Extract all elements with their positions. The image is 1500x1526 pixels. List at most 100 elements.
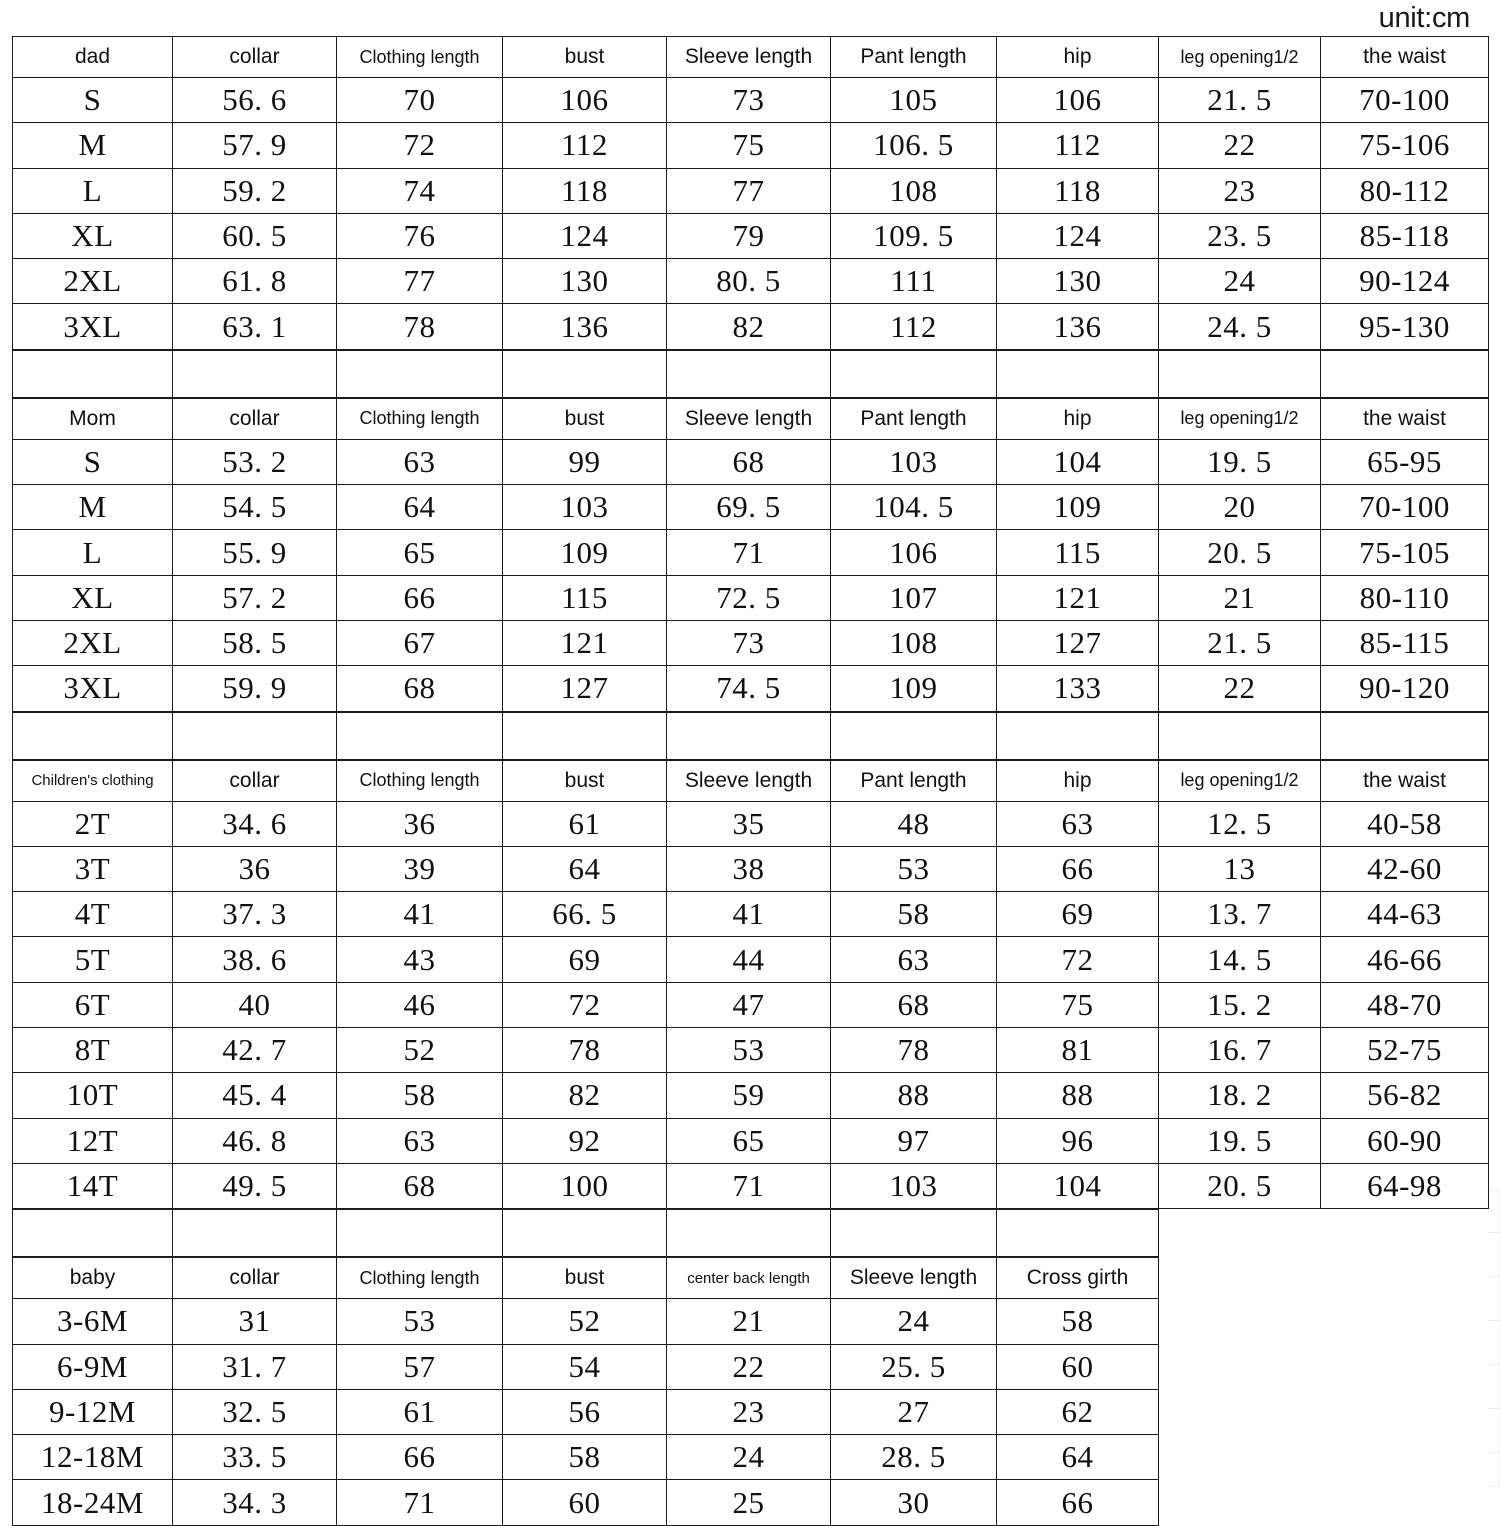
spacer-cell <box>830 349 997 398</box>
empty-cell <box>1159 1480 1321 1525</box>
measurement-cell: 56-82 <box>1320 1072 1489 1119</box>
table-spacer-children <box>12 711 1489 760</box>
size-label-cell: 2T <box>12 800 173 847</box>
table-row: 10T 45. 4 58 82 59 88 88 18. 2 56-82 <box>12 1072 1489 1119</box>
measurement-cell: 45. 4 <box>172 1072 337 1119</box>
column-header-leg-opening1-2: leg opening1/2 <box>1158 397 1321 440</box>
size-table-children: Children's clothing collar Clothing length… <box>12 759 1489 1210</box>
measurement-cell: 71 <box>336 1479 503 1526</box>
measurement-cell: 106 <box>996 76 1159 124</box>
size-label-cell: 12T <box>12 1117 173 1164</box>
column-header-baby: baby <box>12 1257 173 1300</box>
measurement-cell: 80-112 <box>1320 167 1489 214</box>
table-row: XL 57. 2 66 115 72. 5 107 121 21 80-110 <box>12 574 1489 621</box>
measurement-cell: 81 <box>996 1027 1159 1074</box>
table-spacer-mom <box>12 349 1489 398</box>
empty-cell <box>1159 1389 1321 1434</box>
size-label-cell: 2XL <box>12 619 173 667</box>
measurement-cell: 36 <box>336 800 503 847</box>
measurement-cell: 28. 5 <box>830 1434 997 1481</box>
empty-cell <box>1159 1299 1321 1344</box>
measurement-cell: 30 <box>830 1479 997 1526</box>
measurement-cell: 124 <box>502 212 667 260</box>
measurement-cell: 13. 7 <box>1158 891 1321 938</box>
size-label-cell: L <box>12 167 173 214</box>
measurement-cell: 67 <box>336 619 503 667</box>
measurement-cell: 57 <box>336 1343 503 1390</box>
measurement-cell: 64-98 <box>1320 1162 1489 1210</box>
size-label-cell: 5T <box>12 936 173 983</box>
table-row: 4T 37. 3 41 66. 5 41 58 69 13. 7 44-63 <box>12 891 1489 938</box>
size-label-cell: 9-12M <box>12 1388 173 1436</box>
measurement-cell: 136 <box>996 303 1159 350</box>
table-row: 9-12M 32. 5 61 56 23 27 62 <box>12 1388 1489 1436</box>
measurement-cell: 64 <box>502 845 667 893</box>
measurement-cell: 19. 5 <box>1158 438 1321 486</box>
size-label-cell: XL <box>12 574 173 621</box>
measurement-cell: 115 <box>502 574 667 621</box>
measurement-cell: 66. 5 <box>502 891 667 938</box>
spacer-cell <box>996 711 1159 760</box>
size-label-cell: S <box>12 438 173 486</box>
measurement-cell: 53. 2 <box>172 438 337 486</box>
table-row: XL 60. 5 76 124 79 109. 5 124 23. 5 85-118 <box>12 212 1489 260</box>
measurement-cell: 85-118 <box>1320 212 1489 260</box>
measurement-cell: 63 <box>996 800 1159 847</box>
measurement-cell: 60 <box>996 1343 1159 1390</box>
table-row: M 57. 9 72 112 75 106. 5 112 22 75-106 <box>12 122 1489 169</box>
measurement-cell: 115 <box>996 529 1159 576</box>
table-row: 6-9M 31. 7 57 54 22 25. 5 60 <box>12 1343 1489 1390</box>
table-spacer-baby <box>12 1209 1489 1258</box>
measurement-cell: 62 <box>996 1388 1159 1436</box>
measurement-cell: 32. 5 <box>172 1388 337 1436</box>
measurement-cell: 66 <box>336 1434 503 1481</box>
spacer-cell <box>502 1209 667 1258</box>
measurement-cell: 109 <box>830 665 997 712</box>
measurement-cell: 69 <box>996 891 1159 938</box>
table-row: 3XL 63. 1 78 136 82 112 136 24. 5 95-130 <box>12 303 1489 350</box>
table-row: L 59. 2 74 118 77 108 118 23 80-112 <box>12 167 1489 214</box>
measurement-cell: 61 <box>336 1388 503 1436</box>
measurement-cell: 41 <box>336 891 503 938</box>
empty-cell <box>1321 1480 1489 1525</box>
table-row: L 55. 9 65 109 71 106 115 20. 5 75-105 <box>12 529 1489 576</box>
column-header-hip: hip <box>996 397 1159 440</box>
column-header-pant-length: Pant length <box>830 36 997 78</box>
measurement-cell: 103 <box>830 438 997 486</box>
spacer-cell <box>502 711 667 760</box>
column-header-cross-girth: Cross girth <box>996 1257 1159 1300</box>
measurement-cell: 18. 2 <box>1158 1072 1321 1119</box>
column-header-mom: Mom <box>12 397 173 440</box>
spacer-cell <box>172 711 337 760</box>
measurement-cell: 121 <box>996 574 1159 621</box>
column-header-bust: bust <box>502 397 667 440</box>
spacer-cell <box>1320 349 1489 398</box>
measurement-cell: 82 <box>502 1072 667 1119</box>
column-header-clothing-length: Clothing length <box>336 36 503 78</box>
size-chart-tables: dad collar Clothing length bust Sleeve lengt… <box>12 36 1489 1526</box>
spacer-cell <box>336 1209 503 1258</box>
empty-cell <box>1321 1344 1489 1389</box>
column-header-sleeve-length: Sleeve length <box>666 36 831 78</box>
measurement-cell: 39 <box>336 845 503 893</box>
measurement-cell: 68 <box>830 981 997 1029</box>
measurement-cell: 15. 2 <box>1158 981 1321 1029</box>
measurement-cell: 12. 5 <box>1158 800 1321 847</box>
measurement-cell: 22 <box>1158 665 1321 712</box>
table-row: 8T 42. 7 52 78 53 78 81 16. 7 52-75 <box>12 1027 1489 1074</box>
measurement-cell: 71 <box>666 529 831 576</box>
measurement-cell: 63 <box>830 936 997 983</box>
measurement-cell: 56. 6 <box>172 76 337 124</box>
measurement-cell: 121 <box>502 619 667 667</box>
measurement-cell: 112 <box>502 122 667 169</box>
measurement-cell: 41 <box>666 891 831 938</box>
measurement-cell: 34. 6 <box>172 800 337 847</box>
measurement-cell: 71 <box>666 1162 831 1210</box>
measurement-cell: 72. 5 <box>666 574 831 621</box>
measurement-cell: 106. 5 <box>830 122 997 169</box>
measurement-cell: 66 <box>996 845 1159 893</box>
measurement-cell: 46 <box>336 981 503 1029</box>
measurement-cell: 75-105 <box>1320 529 1489 576</box>
column-header-dad: dad <box>12 36 173 78</box>
measurement-cell: 59. 2 <box>172 167 337 214</box>
